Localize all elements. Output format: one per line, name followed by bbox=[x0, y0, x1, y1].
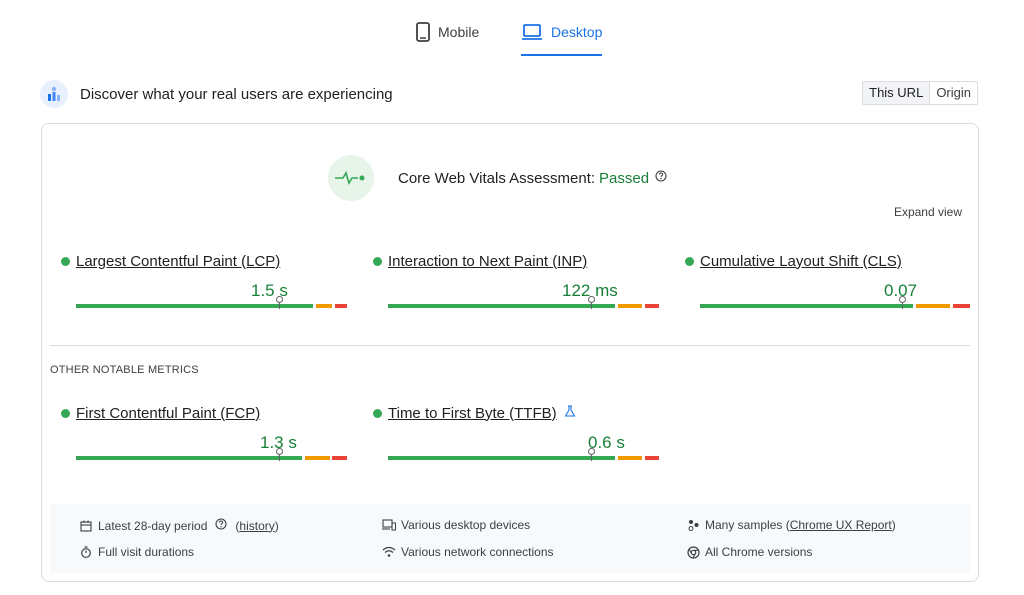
network-info: Various network connections bbox=[382, 545, 554, 559]
metric-cls: Cumulative Layout Shift (CLS) 0.07 bbox=[685, 251, 970, 313]
other-metrics-heading: OTHER NOTABLE METRICS bbox=[50, 364, 199, 376]
field-data-card: Core Web Vitals Assessment: Passed Expan… bbox=[41, 123, 979, 582]
calendar-icon bbox=[79, 519, 93, 533]
good-status-dot bbox=[373, 256, 382, 266]
metric-cls-value: 0.07 bbox=[884, 281, 918, 300]
samples-suffix: ) bbox=[891, 518, 896, 532]
durations-info: Full visit durations bbox=[79, 545, 194, 559]
stopwatch-icon bbox=[79, 545, 93, 559]
metric-cls-distribution-bar bbox=[700, 296, 970, 309]
metric-ttfb-distribution-bar bbox=[388, 448, 659, 461]
assessment-label: Core Web Vitals Assessment: bbox=[398, 169, 596, 187]
metric-fcp-distribution-bar bbox=[76, 448, 347, 461]
metric-inp: Interaction to Next Paint (INP) 122 ms bbox=[373, 251, 659, 313]
durations-label: Full visit durations bbox=[98, 545, 195, 559]
samples-info: Many samples ( Chrome UX Report ) bbox=[686, 518, 896, 532]
devices-label: Various desktop devices bbox=[401, 518, 531, 532]
tab-mobile[interactable]: Mobile bbox=[416, 22, 479, 56]
period-info: Latest 28-day period (history) bbox=[79, 518, 279, 533]
devices-info: Various desktop devices bbox=[382, 518, 530, 532]
metric-lcp-value: 1.5 s bbox=[251, 281, 288, 300]
tab-mobile-label: Mobile bbox=[438, 24, 480, 40]
chrome-ux-report-link[interactable]: Chrome UX Report bbox=[789, 518, 892, 532]
laptop-icon bbox=[521, 22, 543, 42]
phone-icon bbox=[416, 22, 430, 42]
data-source-footer: Latest 28-day period (history) Full visi… bbox=[50, 504, 970, 573]
help-icon[interactable] bbox=[215, 518, 227, 533]
metric-lcp-name[interactable]: Largest Contentful Paint (LCP) bbox=[76, 252, 281, 270]
origin-button[interactable]: Origin bbox=[936, 85, 971, 100]
device-tabs: Mobile Desktop bbox=[0, 0, 1024, 60]
help-icon[interactable] bbox=[655, 169, 667, 187]
people-icon bbox=[686, 518, 700, 532]
good-status-dot bbox=[685, 256, 694, 266]
cwv-assessment: Core Web Vitals Assessment: Passed bbox=[328, 154, 667, 202]
network-label: Various network connections bbox=[401, 545, 554, 559]
metric-lcp-distribution-bar bbox=[76, 296, 347, 309]
expand-view-link[interactable]: Expand view bbox=[893, 205, 962, 219]
chrome-icon bbox=[686, 545, 700, 559]
metric-cls-marker bbox=[899, 296, 906, 309]
metric-inp-name[interactable]: Interaction to Next Paint (INP) bbox=[388, 252, 588, 270]
metric-inp-marker bbox=[588, 296, 595, 309]
wifi-icon bbox=[382, 545, 396, 559]
history-link[interactable]: history bbox=[239, 518, 275, 533]
metric-lcp-marker bbox=[276, 296, 283, 309]
metric-fcp-marker bbox=[276, 448, 283, 461]
pulse-icon bbox=[328, 155, 374, 201]
metric-ttfb-marker bbox=[588, 448, 595, 461]
metric-cls-name[interactable]: Cumulative Layout Shift (CLS) bbox=[700, 252, 902, 270]
tab-desktop-label: Desktop bbox=[551, 24, 603, 40]
metric-ttfb: Time to First Byte (TTFB) 0.6 s bbox=[373, 403, 659, 465]
good-status-dot bbox=[373, 408, 382, 418]
crux-logo-icon bbox=[40, 80, 68, 108]
metric-ttfb-value: 0.6 s bbox=[588, 433, 625, 452]
url-origin-toggle: This URL Origin bbox=[862, 81, 978, 105]
section-divider bbox=[50, 345, 970, 346]
metric-fcp: First Contentful Paint (FCP) 1.3 s bbox=[61, 403, 347, 465]
field-data-header: Discover what your real users are experi… bbox=[40, 80, 980, 108]
versions-label: All Chrome versions bbox=[705, 545, 813, 559]
this-url-button[interactable]: This URL bbox=[863, 82, 931, 104]
metric-fcp-value: 1.3 s bbox=[260, 433, 297, 452]
good-status-dot bbox=[61, 256, 70, 266]
good-status-dot bbox=[61, 408, 70, 418]
assessment-status: Passed bbox=[599, 169, 650, 187]
period-label: Latest 28-day period bbox=[98, 518, 208, 533]
metric-ttfb-name[interactable]: Time to First Byte (TTFB) bbox=[388, 404, 557, 422]
metric-inp-value: 122 ms bbox=[562, 281, 618, 300]
tab-desktop[interactable]: Desktop bbox=[521, 22, 603, 56]
versions-info: All Chrome versions bbox=[686, 545, 812, 559]
metric-inp-distribution-bar bbox=[388, 296, 659, 309]
page-title: Discover what your real users are experi… bbox=[80, 85, 393, 103]
devices-icon bbox=[382, 518, 396, 532]
metric-fcp-name[interactable]: First Contentful Paint (FCP) bbox=[76, 404, 261, 422]
metric-lcp: Largest Contentful Paint (LCP) 1.5 s bbox=[61, 251, 347, 313]
experimental-flask-icon bbox=[564, 404, 576, 422]
samples-prefix: Many samples ( bbox=[705, 518, 790, 532]
